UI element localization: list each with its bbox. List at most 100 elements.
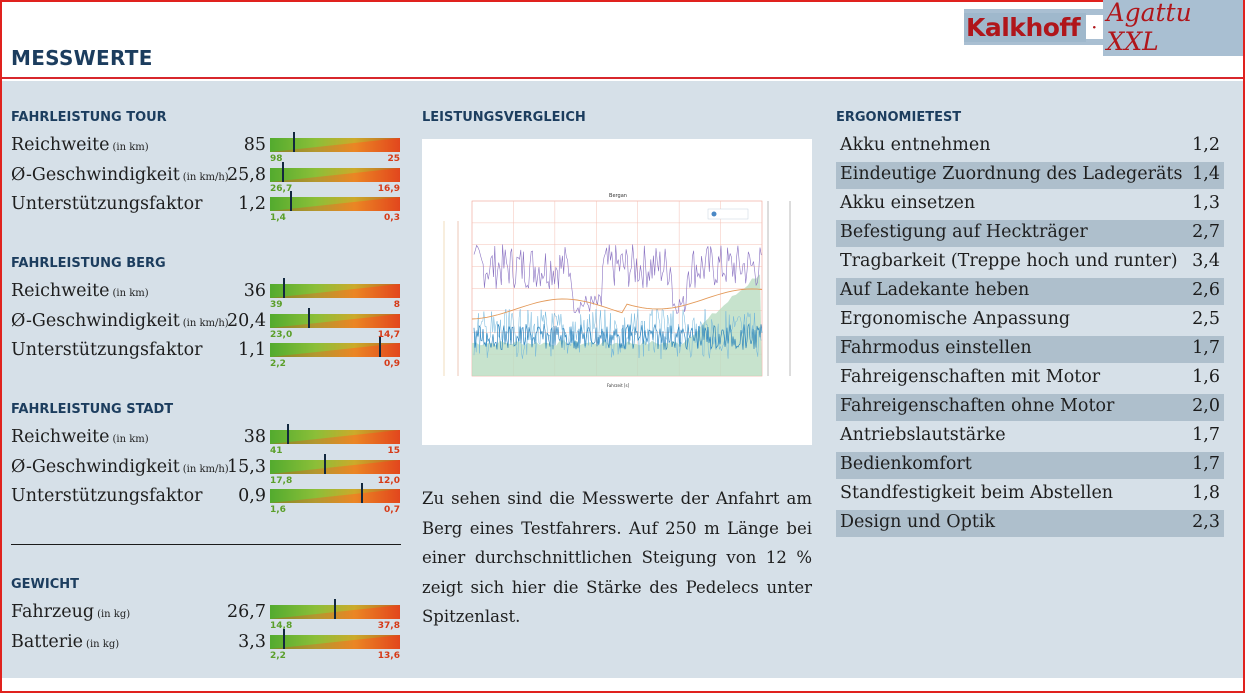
metric-label-text: Unterstützungsfaktor bbox=[11, 194, 203, 214]
metric-row: Batterie (in kg) 3,3 2,2 13,6 bbox=[11, 628, 401, 661]
metric-row: Unterstützungsfaktor 1,2 1,4 0,3 bbox=[11, 191, 401, 223]
ergonomics-score: 1,8 bbox=[1192, 483, 1220, 503]
rating-marker bbox=[308, 307, 311, 328]
scale-worst: 14,7 bbox=[377, 329, 400, 340]
ergonomics-score: 1,7 bbox=[1192, 454, 1220, 474]
metric-row: Ø-Geschwindigkeit (in km/h) 20,4 23,0 14,7 bbox=[11, 307, 401, 340]
ergonomics-row: Design und Optik 2,3 bbox=[836, 510, 1224, 537]
metric-label-text: Unterstützungsfaktor bbox=[11, 340, 203, 360]
section-title: FAHRLEISTUNG BERG bbox=[11, 256, 166, 271]
ergonomics-label: Befestigung auf Heckträger bbox=[840, 222, 1088, 242]
metric-value: 26,7 bbox=[227, 602, 266, 622]
measurements-panel: FAHRLEISTUNG TOUR Reichweite (in km) 85 98 25… bbox=[2, 81, 1243, 678]
metric-unit: (in km) bbox=[112, 434, 149, 445]
rating-bar-wedge bbox=[270, 430, 400, 444]
ergonomics-score: 2,0 bbox=[1192, 396, 1220, 416]
ergonomics-label: Auf Ladekante heben bbox=[840, 280, 1030, 300]
metric-label-text: Unterstützungsfaktor bbox=[11, 486, 203, 506]
header: MESSWERTE Kalkhoff · Agattu XXL bbox=[2, 0, 1243, 79]
rating-bar-wedge bbox=[270, 167, 400, 182]
ergonomics-label: Fahreigenschaften ohne Motor bbox=[840, 396, 1115, 416]
metric-unit: (in km) bbox=[112, 288, 149, 299]
ergonomics-label: Design und Optik bbox=[840, 512, 996, 532]
brand-logo: Kalkhoff · Agattu XXL bbox=[964, 0, 1243, 56]
ergonomics-score: 1,6 bbox=[1192, 367, 1220, 387]
metric-label: Unterstützungsfaktor bbox=[11, 340, 202, 360]
rating-bar: 1,4 0,3 bbox=[270, 191, 400, 223]
ergonomics-label: Antriebslautstärke bbox=[840, 425, 1006, 445]
chart-caption: Zu sehen sind die Messwerte der Anfahrt … bbox=[422, 489, 812, 626]
rating-marker bbox=[290, 191, 293, 211]
ergonomics-row: Fahreigenschaften ohne Motor 2,0 bbox=[836, 394, 1224, 421]
metric-row: Ø-Geschwindigkeit (in km/h) 25,8 26,7 16,9 bbox=[11, 161, 401, 194]
rating-bar: 39 8 bbox=[270, 278, 400, 310]
ergonomics-score: 1,4 bbox=[1192, 164, 1220, 184]
metric-label: Fahrzeug (in kg) bbox=[11, 602, 130, 622]
scale-best: 39 bbox=[270, 300, 283, 310]
metric-row: Reichweite (in km) 36 39 8 bbox=[11, 278, 401, 310]
scale-best: 41 bbox=[270, 446, 283, 456]
metric-label: Reichweite (in km) bbox=[11, 427, 149, 447]
metric-label: Unterstützungsfaktor bbox=[11, 486, 202, 506]
rating-bar-wedge bbox=[270, 313, 400, 328]
page-title: MESSWERTE bbox=[11, 46, 153, 70]
ergonomics-label: Bedienkomfort bbox=[840, 454, 972, 474]
ergonomics-label: Akku einsetzen bbox=[840, 193, 976, 213]
metric-label: Unterstützungsfaktor bbox=[11, 194, 202, 214]
ergonomics-score: 2,3 bbox=[1192, 512, 1220, 532]
rating-bar-wedge bbox=[270, 459, 400, 474]
metric-label-text: Fahrzeug bbox=[11, 602, 95, 622]
metric-row: Ø-Geschwindigkeit (in km/h) 15,3 17,8 12,0 bbox=[11, 453, 401, 486]
scale-worst: 8 bbox=[393, 300, 400, 310]
metric-row: Fahrzeug (in kg) 26,7 14,8 37,8 bbox=[11, 599, 401, 631]
bottom-strip bbox=[2, 678, 1243, 691]
comparison-title: LEISTUNGSVERGLEICH bbox=[422, 110, 586, 125]
terrain-area bbox=[472, 274, 762, 376]
scale-worst: 13,6 bbox=[377, 650, 400, 661]
ergonomics-row: Akku entnehmen 1,2 bbox=[836, 133, 1224, 160]
scale-best: 1,4 bbox=[270, 213, 286, 223]
scale-worst: 15 bbox=[387, 446, 400, 456]
section-title: GEWICHT bbox=[11, 577, 80, 592]
metric-unit: (in kg) bbox=[97, 609, 131, 620]
metric-row: Unterstützungsfaktor 1,1 2,2 0,9 bbox=[11, 337, 401, 369]
torque-trace bbox=[473, 323, 763, 351]
ergonomics-row: Tragbarkeit (Treppe hoch und runter) 3,4 bbox=[836, 249, 1224, 276]
rating-marker bbox=[282, 628, 285, 649]
section-title: FAHRLEISTUNG TOUR bbox=[11, 110, 167, 125]
rating-bar-wedge bbox=[270, 343, 400, 357]
rating-marker bbox=[378, 337, 381, 357]
scale-worst: 12,0 bbox=[377, 475, 400, 486]
ergonomics-score: 1,7 bbox=[1192, 425, 1220, 445]
metric-value: 3,3 bbox=[238, 631, 266, 652]
ergonomics-label: Eindeutige Zuordnung des Ladegeräts bbox=[840, 164, 1183, 184]
rating-marker bbox=[282, 278, 285, 298]
metric-value: 15,3 bbox=[227, 456, 266, 477]
power-trace bbox=[473, 244, 762, 314]
metric-label-text: Batterie bbox=[11, 631, 84, 652]
legend-logo-icon bbox=[711, 211, 717, 217]
rating-bar: 14,8 37,8 bbox=[270, 599, 400, 631]
ergonomics-label: Akku entnehmen bbox=[840, 135, 991, 155]
scale-best: 2,2 bbox=[270, 359, 286, 369]
ergonomics-score: 1,3 bbox=[1192, 193, 1220, 213]
ergonomics-row: Antriebslautstärke 1,7 bbox=[836, 423, 1224, 450]
scale-best: 98 bbox=[270, 154, 283, 164]
scale-best: 14,8 bbox=[270, 621, 293, 631]
ergonomics-label: Tragbarkeit (Treppe hoch und runter) bbox=[840, 251, 1178, 271]
rating-bar: 2,2 0,9 bbox=[270, 337, 400, 369]
rating-marker bbox=[286, 424, 289, 444]
metric-label-text: Reichweite bbox=[11, 135, 110, 155]
rating-bar: 23,0 14,7 bbox=[270, 307, 400, 340]
metric-value: 1,2 bbox=[238, 194, 266, 214]
scale-best: 23,0 bbox=[270, 329, 293, 340]
metric-value: 1,1 bbox=[238, 340, 266, 360]
section-title: FAHRLEISTUNG STADT bbox=[11, 402, 174, 417]
chart-x-label: Fahrzeit [s] bbox=[607, 383, 630, 388]
metric-value: 25,8 bbox=[227, 164, 266, 185]
performance-chart: Bergan Fahrzeit [s] bbox=[422, 139, 812, 445]
ergonomics-score: 3,4 bbox=[1192, 251, 1220, 271]
ergonomics-row: Ergonomische Anpassung 2,5 bbox=[836, 307, 1224, 334]
chart-title: Bergan bbox=[609, 193, 627, 199]
